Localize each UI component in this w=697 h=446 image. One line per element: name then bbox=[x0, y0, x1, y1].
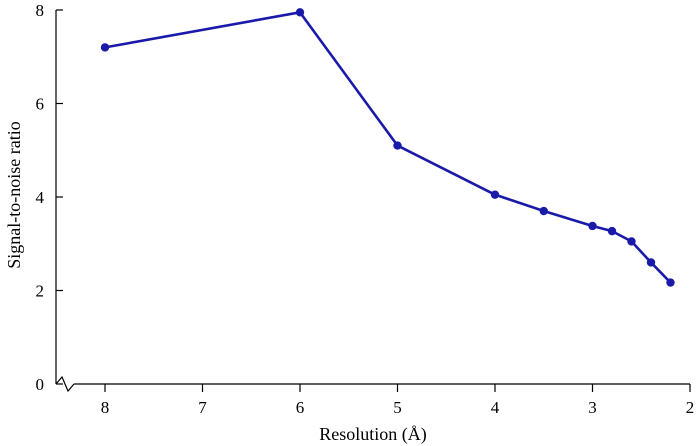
y-tick-label: 0 bbox=[36, 375, 45, 394]
x-axis-title: Resolution (Å) bbox=[319, 424, 427, 445]
data-point bbox=[539, 206, 548, 216]
x-tick-label: 6 bbox=[296, 398, 305, 417]
axis-break-mark bbox=[55, 375, 75, 393]
data-point bbox=[646, 258, 656, 267]
data-point bbox=[588, 221, 597, 231]
x-tick-label: 5 bbox=[393, 398, 402, 417]
y-tick-label: 8 bbox=[36, 1, 45, 20]
x-tick-label: 4 bbox=[491, 398, 500, 417]
data-point bbox=[666, 278, 675, 287]
y-tick-label: 2 bbox=[36, 282, 45, 301]
x-tick-label: 7 bbox=[198, 398, 207, 417]
y-tick-label: 6 bbox=[36, 95, 45, 114]
data-point bbox=[490, 190, 500, 199]
y-tick-label: 4 bbox=[36, 188, 45, 207]
x-tick-label: 2 bbox=[686, 398, 695, 417]
data-point bbox=[393, 141, 402, 150]
data-point bbox=[295, 8, 305, 17]
data-point bbox=[100, 43, 110, 52]
series-layer bbox=[100, 8, 675, 287]
x-tick-label: 8 bbox=[101, 398, 110, 417]
series-line bbox=[104, 11, 672, 284]
data-point bbox=[607, 226, 617, 236]
data-point bbox=[627, 237, 636, 246]
axes bbox=[55, 10, 690, 393]
axis-ticks: 0 2 4 6 8 8 7 6 5 4 3 2 bbox=[36, 1, 695, 417]
x-tick-label: 3 bbox=[588, 398, 597, 417]
y-axis-title: Signal-to-noise ratio bbox=[4, 121, 24, 268]
